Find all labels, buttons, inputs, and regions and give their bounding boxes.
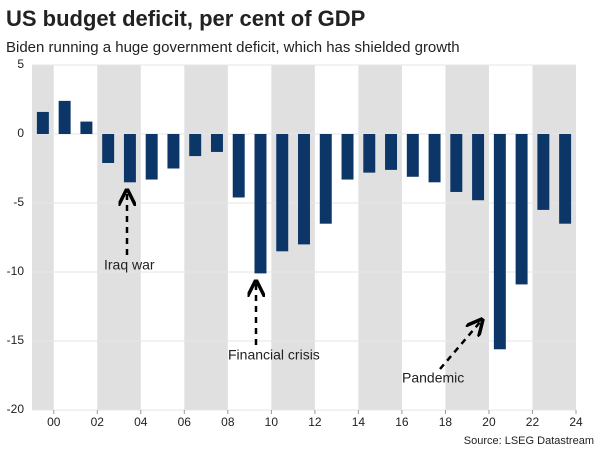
bar — [123, 134, 136, 183]
grid: -20 -15 -10 -5 0 5 00 02 04 06 08 10 12 14 16 18 20 22 24 — [7, 57, 583, 429]
shaded-band — [445, 65, 489, 410]
bar — [363, 134, 376, 173]
bar — [58, 100, 71, 134]
bar — [145, 134, 158, 180]
x-tick-label: 16 — [395, 415, 409, 429]
bar — [515, 134, 528, 285]
x-tick-label: 14 — [352, 415, 366, 429]
bar — [232, 134, 245, 198]
x-tick-label: 04 — [134, 415, 148, 429]
shaded-band — [532, 65, 576, 410]
bars — [36, 100, 572, 350]
bar — [276, 134, 289, 252]
y-tick-label: -20 — [7, 402, 25, 416]
bar — [254, 134, 267, 274]
bar — [36, 111, 49, 134]
bar — [189, 134, 202, 157]
y-tick-label: 5 — [17, 57, 24, 71]
x-tick-label: 06 — [178, 415, 192, 429]
y-tick-label: -5 — [13, 195, 24, 209]
x-tick-label: 00 — [47, 415, 61, 429]
annotation: Pandemic — [402, 370, 464, 386]
bar — [341, 134, 354, 180]
bar — [472, 134, 485, 201]
x-tick-label: 22 — [526, 415, 540, 429]
x-tick-label: 02 — [91, 415, 105, 429]
x-tick-label: 12 — [308, 415, 322, 429]
bar — [537, 134, 550, 210]
annotation: Financial crisis — [228, 347, 320, 363]
shaded-band — [184, 65, 228, 410]
bar — [298, 134, 310, 245]
bar — [428, 134, 441, 183]
bar — [493, 134, 506, 350]
y-tick-label: 0 — [17, 126, 24, 140]
y-tick-label: -10 — [7, 264, 25, 278]
chart-title: US budget deficit, per cent of GDP — [6, 6, 365, 31]
bar — [102, 134, 115, 163]
shaded-band — [32, 65, 54, 410]
bar — [167, 134, 180, 169]
shaded-band — [358, 65, 402, 410]
source: Source: LSEG Datastream — [464, 435, 594, 447]
annotation: Iraq war — [104, 257, 155, 273]
bar — [210, 134, 223, 152]
x-tick-label: 20 — [482, 415, 496, 429]
y-tick-label: -15 — [7, 333, 25, 347]
chart-subtitle: Biden running a huge government deficit,… — [6, 39, 460, 56]
bar — [406, 134, 419, 177]
x-tick-label: 18 — [439, 415, 453, 429]
x-tick-label: 10 — [265, 415, 279, 429]
bar — [450, 134, 463, 192]
bar — [80, 121, 93, 134]
bar — [559, 134, 572, 224]
x-tick-label: 08 — [221, 415, 235, 429]
shaded-band — [97, 65, 141, 410]
bar — [385, 134, 398, 170]
bar — [319, 134, 332, 224]
x-tick-label: 24 — [569, 415, 583, 429]
